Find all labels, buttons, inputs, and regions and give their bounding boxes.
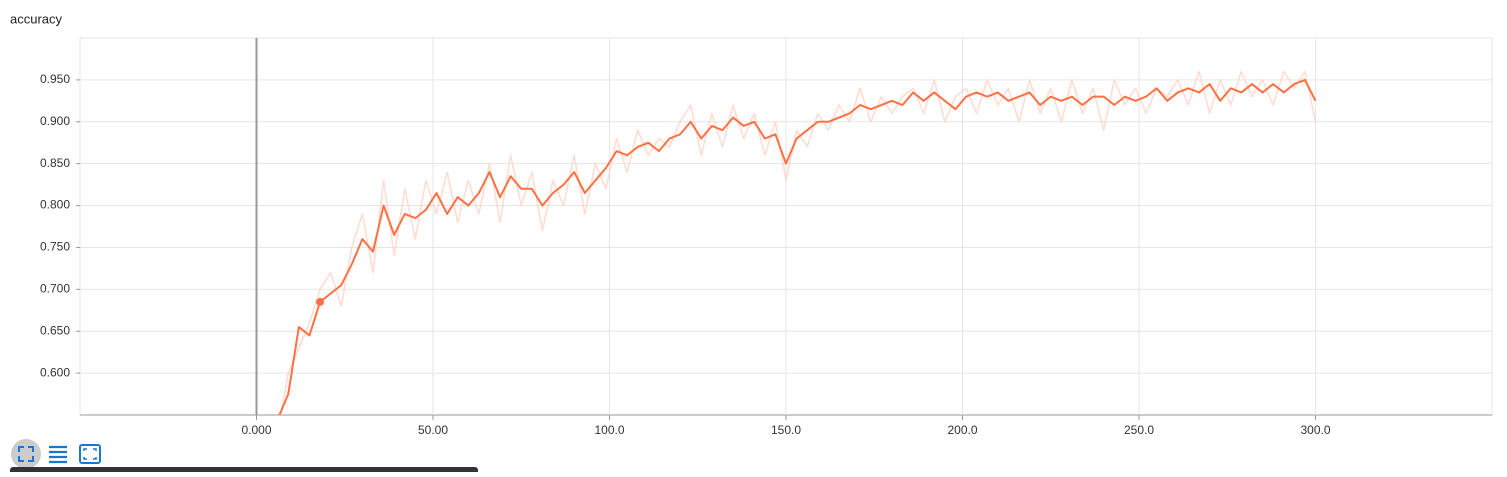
- x-tick-label: 50.00: [418, 423, 448, 437]
- series-line: [279, 70, 1317, 415]
- y-tick-label: 0.700: [40, 282, 70, 296]
- fit-button[interactable]: [11, 439, 41, 469]
- y-tick-label: 0.900: [40, 114, 70, 128]
- x-tick-label: 150.0: [771, 423, 801, 437]
- plot-area: [278, 70, 1317, 415]
- fit-icon: [18, 446, 34, 462]
- tooltip-bar: [10, 467, 478, 475]
- x-tick-label: 100.0: [594, 423, 624, 437]
- zoom-icon: [83, 448, 97, 460]
- y-tick-label: 0.850: [40, 156, 70, 170]
- y-tick-label: 0.750: [40, 240, 70, 254]
- y-tick-label: 0.800: [40, 198, 70, 212]
- x-tick-label: 250.0: [1124, 423, 1154, 437]
- x-tick-label: 0.000: [241, 423, 271, 437]
- toolbar: [11, 439, 101, 469]
- log-toggle-button[interactable]: [49, 445, 67, 464]
- y-tick-label: 0.950: [40, 72, 70, 86]
- x-tick-label: 300.0: [1300, 423, 1330, 437]
- zoom-button[interactable]: [79, 444, 101, 464]
- grid: 0.600 0.650 0.700 0.750 0.800 0.850 0.900 0.950…: [40, 37, 1493, 437]
- x-tick-label: 200.0: [947, 423, 977, 437]
- chart-title: accuracy: [10, 11, 63, 26]
- y-tick-label: 0.600: [40, 365, 70, 379]
- y-tick-label: 0.650: [40, 323, 70, 337]
- hover-point: [316, 297, 325, 306]
- series-line: [278, 78, 1317, 415]
